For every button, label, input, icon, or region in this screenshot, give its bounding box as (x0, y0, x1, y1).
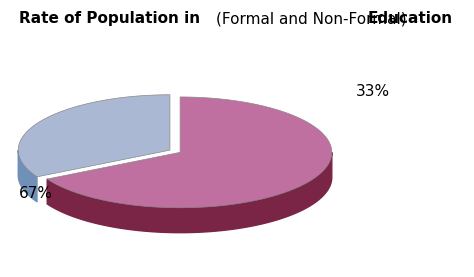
Text: Rate of Population in: Rate of Population in (19, 11, 205, 26)
Polygon shape (47, 97, 332, 208)
Text: Education: Education (367, 11, 453, 26)
Polygon shape (18, 95, 170, 177)
Polygon shape (47, 152, 332, 233)
Text: (Formal and Non-Formal): (Formal and Non-Formal) (216, 11, 411, 26)
Polygon shape (18, 150, 37, 202)
Text: 67%: 67% (19, 186, 53, 201)
Text: 33%: 33% (356, 84, 390, 99)
